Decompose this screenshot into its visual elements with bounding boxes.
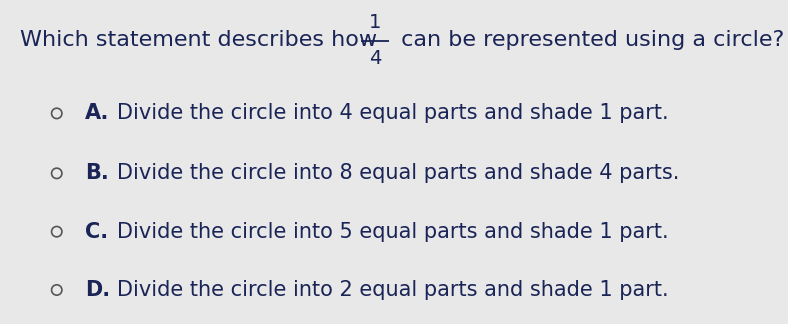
- Text: C.: C.: [85, 222, 108, 242]
- Text: Divide the circle into 4 equal parts and shade 1 part.: Divide the circle into 4 equal parts and…: [117, 103, 668, 123]
- Text: Divide the circle into 8 equal parts and shade 4 parts.: Divide the circle into 8 equal parts and…: [117, 163, 679, 183]
- Text: can be represented using a circle?: can be represented using a circle?: [394, 30, 784, 51]
- Text: Divide the circle into 5 equal parts and shade 1 part.: Divide the circle into 5 equal parts and…: [117, 222, 668, 242]
- Text: 4: 4: [369, 49, 381, 68]
- Text: D.: D.: [85, 280, 110, 300]
- Text: Divide the circle into 2 equal parts and shade 1 part.: Divide the circle into 2 equal parts and…: [117, 280, 668, 300]
- Text: Which statement describes how: Which statement describes how: [20, 30, 384, 51]
- Text: A.: A.: [85, 103, 110, 123]
- Text: B.: B.: [85, 163, 109, 183]
- Text: 1: 1: [369, 13, 381, 32]
